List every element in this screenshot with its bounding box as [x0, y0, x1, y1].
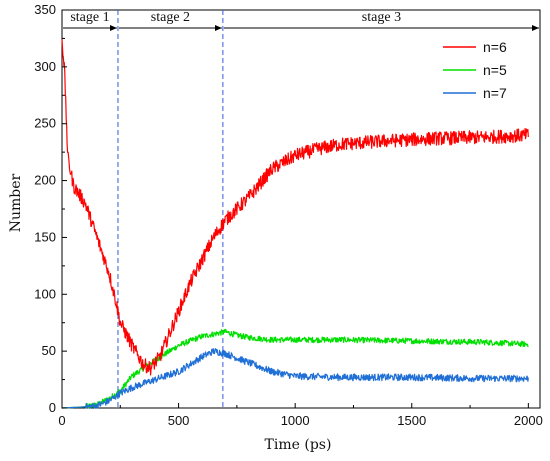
legend-label: n=5 — [483, 62, 507, 78]
series-line-n-7 — [61, 348, 529, 409]
y-tick-label: 150 — [34, 229, 56, 244]
x-axis-title: Time (ps) — [265, 437, 332, 453]
stage-label: stage 2 — [151, 10, 190, 25]
y-tick-label: 100 — [34, 286, 56, 301]
series-line-n-5 — [61, 328, 529, 409]
y-axis-ticks: 0 50 100 150 200 250 300 350 — [34, 2, 67, 415]
x-tick-label: 1000 — [281, 413, 310, 428]
stage-label: stage 1 — [70, 10, 109, 25]
x-tick-label: 1500 — [397, 413, 426, 428]
x-axis-ticks: 0 500 1000 1500 2000 — [58, 403, 543, 428]
y-tick-label: 50 — [42, 343, 56, 358]
y-tick-label: 250 — [34, 116, 56, 131]
series-line-n-6 — [61, 39, 529, 376]
legend: n=6 n=5 n=7 — [443, 39, 507, 101]
y-tick-label: 0 — [49, 400, 56, 415]
legend-label: n=6 — [483, 39, 507, 55]
legend-label: n=7 — [483, 85, 507, 101]
stage-annotations: stage 1 stage 2 stage 3 — [63, 10, 539, 31]
x-tick-label: 2000 — [514, 413, 543, 428]
series-layer — [61, 39, 529, 409]
x-tick-label: 500 — [168, 413, 190, 428]
y-tick-label: 300 — [34, 59, 56, 74]
stage-label: stage 3 — [362, 10, 401, 25]
y-tick-label: 350 — [34, 2, 56, 17]
y-tick-label: 200 — [34, 173, 56, 188]
stage-boundary-lines — [117, 10, 224, 408]
x-tick-label: 0 — [58, 413, 65, 428]
y-axis-title: Number — [8, 173, 24, 232]
